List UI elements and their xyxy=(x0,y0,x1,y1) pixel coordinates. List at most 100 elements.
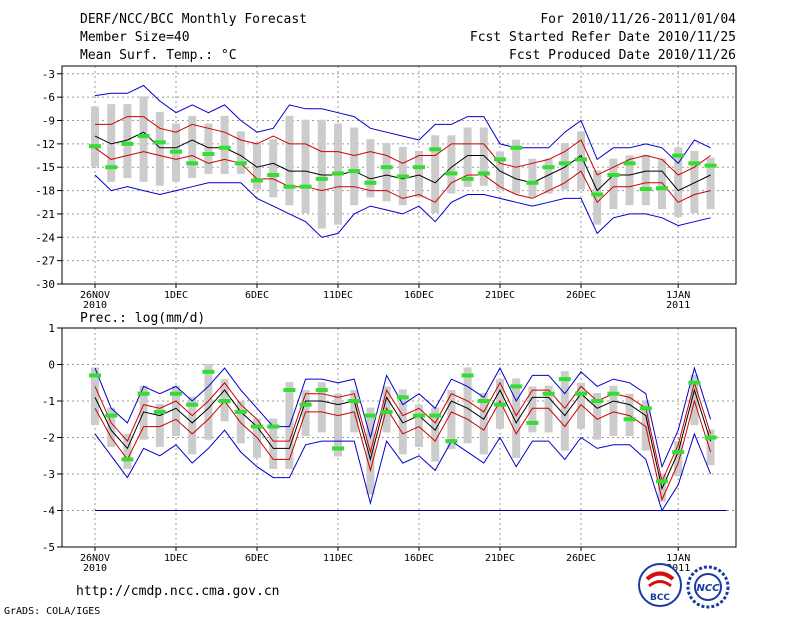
prec-observed-marker xyxy=(283,388,296,393)
source-url[interactable]: http://cmdp.ncc.cma.gov.cn xyxy=(76,584,280,599)
ncc-logo: NCC xyxy=(686,565,730,609)
prec-xtick-year-label: 2011 xyxy=(666,563,690,574)
temp-observed-marker xyxy=(429,147,442,152)
prec-spread-box xyxy=(350,390,359,433)
prec-observed-marker xyxy=(267,424,280,429)
temp-ytick-label: -6 xyxy=(42,91,55,104)
prec-observed-marker xyxy=(153,409,166,414)
prec-observed-marker xyxy=(332,446,344,451)
temp-observed-marker xyxy=(218,145,231,150)
temp-spread-box xyxy=(625,155,634,206)
temp-spread-box xyxy=(220,115,229,175)
prec-observed-marker xyxy=(299,402,312,407)
temp-observed-marker xyxy=(364,180,377,185)
prec-observed-marker xyxy=(672,450,685,455)
prec-max-line xyxy=(94,366,712,469)
prec-observed-marker xyxy=(558,377,571,382)
temp-observed-marker xyxy=(186,161,199,166)
prec-spread-box xyxy=(609,385,618,437)
temp-spread-box xyxy=(593,170,602,225)
prec-spread-box xyxy=(415,404,423,447)
temp-spread-box xyxy=(204,123,213,175)
prec-xtick-label: 1JAN xyxy=(666,553,690,564)
temp-ytick-label: -27 xyxy=(35,255,55,268)
temp-observed-marker xyxy=(121,141,134,146)
temp-observed-marker xyxy=(315,176,328,181)
prec-min-line xyxy=(94,429,712,512)
temp-spread-box xyxy=(253,143,261,190)
temp-xtick-label: 1JAN xyxy=(666,290,690,301)
prec-observed-marker xyxy=(218,399,231,403)
temp-observed-marker xyxy=(137,134,150,139)
forecast-period-label: For 2010/11/26-2011/01/04 xyxy=(540,12,736,27)
temp-spread-box xyxy=(415,150,423,198)
prec-observed-marker xyxy=(396,395,409,400)
prec-observed-marker xyxy=(623,417,636,422)
top-panel-variable-label: Mean Surf. Temp.: °C xyxy=(80,48,237,63)
prec-ytick-label: -3 xyxy=(42,468,55,481)
prec-spread-box xyxy=(107,407,116,447)
temp-observed-marker xyxy=(542,165,555,170)
temp-spread-box xyxy=(641,154,650,206)
temp-spread-box xyxy=(431,135,440,213)
temp-spread-box xyxy=(366,139,375,198)
prec-spread-box xyxy=(479,393,488,455)
temp-ytick-label: -30 xyxy=(35,278,55,291)
temp-ytick-label: -3 xyxy=(42,68,55,81)
prec-mean-line xyxy=(94,388,712,491)
temp-spread-box xyxy=(236,131,245,175)
temp-observed-marker xyxy=(283,184,296,189)
prec-xtick-label: 11DEC xyxy=(323,553,353,564)
prec-observed-marker xyxy=(688,380,701,385)
prec-spread-box xyxy=(577,382,585,429)
temp-observed-marker xyxy=(591,192,604,197)
temp-spread-box xyxy=(463,127,472,187)
prec-observed-marker xyxy=(639,406,652,411)
temp-ytick-label: -15 xyxy=(35,161,55,174)
ncc-logo-text: NCC xyxy=(696,583,720,594)
bcc-logo-text: BCC xyxy=(650,593,670,603)
prec-q-upper-line xyxy=(94,380,712,483)
temp-spread-box xyxy=(690,150,699,213)
temp-min-line xyxy=(94,174,711,238)
temp-spread-box xyxy=(609,158,618,210)
temp-xtick-label: 26NOV xyxy=(80,290,110,301)
bcc-logo: BCC xyxy=(638,563,682,607)
prec-spread-box xyxy=(269,418,278,469)
temp-xtick-year-label: 2011 xyxy=(666,300,690,311)
prec-ytick-label: 1 xyxy=(48,322,55,335)
prec-spread-box xyxy=(674,441,683,477)
temp-xtick-label: 11DEC xyxy=(323,290,353,301)
temp-observed-marker xyxy=(202,151,215,156)
prec-xtick-year-label: 2010 xyxy=(83,563,107,574)
temp-xtick-label: 6DEC xyxy=(245,290,269,301)
temp-spread-box xyxy=(706,157,715,210)
temp-ytick-label: -12 xyxy=(35,138,55,151)
prec-observed-marker xyxy=(704,435,717,440)
fcst-produced-label: Fcst Produced Date 2010/11/26 xyxy=(509,48,736,63)
prec-spread-box xyxy=(204,363,213,440)
prec-observed-marker xyxy=(429,413,442,418)
prec-observed-marker xyxy=(494,402,506,407)
prec-observed-marker xyxy=(137,391,150,396)
temp-spread-box xyxy=(155,111,164,186)
temp-spread-box xyxy=(317,119,326,229)
temp-observed-marker xyxy=(558,161,571,166)
prec-spread-box xyxy=(431,407,440,462)
temp-observed-marker xyxy=(445,171,458,176)
prec-observed-marker xyxy=(170,391,182,396)
prec-q-lower-line xyxy=(94,399,712,502)
temp-spread-box xyxy=(350,127,359,206)
prec-spread-box xyxy=(334,393,342,457)
temp-spread-box xyxy=(139,96,148,182)
prec-observed-marker xyxy=(656,479,668,484)
temp-spread-box xyxy=(479,127,488,186)
prec-observed-marker xyxy=(510,384,523,389)
prec-spread-box xyxy=(91,367,99,426)
temp-observed-marker xyxy=(105,165,118,170)
prec-spread-box xyxy=(593,393,602,440)
temp-observed-marker xyxy=(89,144,101,149)
temp-observed-marker xyxy=(299,184,312,189)
temp-observed-marker xyxy=(413,165,425,170)
